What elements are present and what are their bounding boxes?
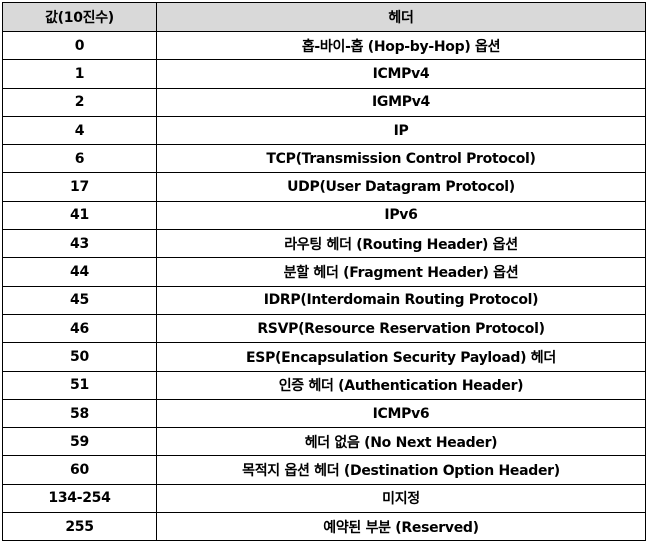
cell-value: 46 xyxy=(2,313,157,344)
cell-header: 분할 헤더 (Fragment Header) 옵션 xyxy=(156,257,646,287)
cell-header: ICMPv4 xyxy=(156,59,646,89)
table-head: 값(10진수) 헤더 xyxy=(2,2,646,32)
table-row: 4 IP xyxy=(2,115,646,146)
cell-value: 44 xyxy=(2,257,157,287)
cell-header: 라우팅 헤더 (Routing Header) 옵션 xyxy=(156,229,646,259)
table-row: 1 ICMPv4 xyxy=(2,59,646,89)
cell-value: 51 xyxy=(2,370,157,400)
cell-value: 45 xyxy=(2,285,157,315)
cell-value: 43 xyxy=(2,229,157,259)
cell-value: 50 xyxy=(2,342,157,372)
table-row: 43 라우팅 헤더 (Routing Header) 옵션 xyxy=(2,229,646,259)
cell-value: 60 xyxy=(2,455,157,485)
cell-value: 134-254 xyxy=(2,483,157,514)
table-row: 2 IGMPv4 xyxy=(2,87,646,117)
table-row: 44 분할 헤더 (Fragment Header) 옵션 xyxy=(2,257,646,287)
cell-value: 255 xyxy=(2,512,157,542)
cell-header: ICMPv6 xyxy=(156,398,646,429)
cell-value: 41 xyxy=(2,200,157,231)
table-row: 58 ICMPv6 xyxy=(2,398,646,429)
cell-header: TCP(Transmission Control Protocol) xyxy=(156,144,646,174)
table-row: 41 IPv6 xyxy=(2,200,646,231)
table-row: 45 IDRP(Interdomain Routing Protocol) xyxy=(2,285,646,315)
cell-header: IDRP(Interdomain Routing Protocol) xyxy=(156,285,646,315)
table-row: 46 RSVP(Resource Reservation Protocol) xyxy=(2,313,646,344)
cell-value: 59 xyxy=(2,427,157,457)
cell-header: 목적지 옵션 헤더 (Destination Option Header) xyxy=(156,455,646,485)
cell-value: 17 xyxy=(2,172,157,202)
cell-header: IPv6 xyxy=(156,200,646,231)
table-header-row: 값(10진수) 헤더 xyxy=(2,2,646,32)
cell-header: 예약된 부분 (Reserved) xyxy=(156,512,646,542)
table-row: 17 UDP(User Datagram Protocol) xyxy=(2,172,646,202)
cell-header: 홉-바이-홉 (Hop-by-Hop) 옵션 xyxy=(156,30,646,61)
table-row: 59 헤더 없음 (No Next Header) xyxy=(2,427,646,457)
table-row: 6 TCP(Transmission Control Protocol) xyxy=(2,144,646,174)
cell-value: 2 xyxy=(2,87,157,117)
cell-value: 58 xyxy=(2,398,157,429)
table-body: 0 홉-바이-홉 (Hop-by-Hop) 옵션 1 ICMPv4 2 IGMPv4 4 IP… xyxy=(2,30,646,542)
table-row: 134-254 미지정 xyxy=(2,483,646,514)
cell-header: UDP(User Datagram Protocol) xyxy=(156,172,646,202)
table-row: 255 예약된 부분 (Reserved) xyxy=(2,512,646,542)
cell-value: 1 xyxy=(2,59,157,89)
column-header-header: 헤더 xyxy=(156,2,646,32)
table-row: 50 ESP(Encapsulation Security Payload) 헤더 xyxy=(2,342,646,372)
cell-value: 6 xyxy=(2,144,157,174)
cell-header: 헤더 없음 (No Next Header) xyxy=(156,427,646,457)
cell-header: ESP(Encapsulation Security Payload) 헤더 xyxy=(156,342,646,372)
cell-header: 인증 헤더 (Authentication Header) xyxy=(156,370,646,400)
table-row: 0 홉-바이-홉 (Hop-by-Hop) 옵션 xyxy=(2,30,646,61)
cell-value: 0 xyxy=(2,30,157,61)
cell-header: 미지정 xyxy=(156,483,646,514)
table-row: 51 인증 헤더 (Authentication Header) xyxy=(2,370,646,400)
column-header-value: 값(10진수) xyxy=(2,2,157,32)
cell-header: IGMPv4 xyxy=(156,87,646,117)
cell-header: IP xyxy=(156,115,646,146)
table-row: 60 목적지 옵션 헤더 (Destination Option Header) xyxy=(2,455,646,485)
cell-value: 4 xyxy=(2,115,157,146)
cell-header: RSVP(Resource Reservation Protocol) xyxy=(156,313,646,344)
